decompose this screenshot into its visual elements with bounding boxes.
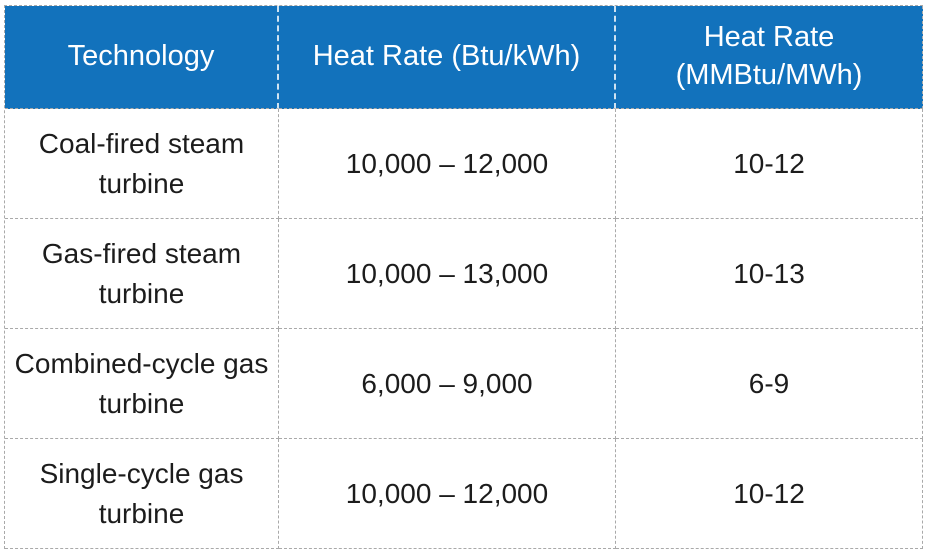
cell-technology: Single-cycle gas turbine — [5, 439, 279, 549]
table-body: Coal-fired steam turbine 10,000 – 12,000… — [5, 109, 923, 549]
cell-heat-rate-btu-kwh: 10,000 – 13,000 — [279, 219, 616, 329]
col-header-heat-rate-btu-kwh: Heat Rate (Btu/kWh) — [279, 6, 616, 109]
header-row: Technology Heat Rate (Btu/kWh) Heat Rate… — [5, 6, 923, 109]
table-row: Single-cycle gas turbine 10,000 – 12,000… — [5, 439, 923, 549]
cell-heat-rate-btu-kwh: 6,000 – 9,000 — [279, 329, 616, 439]
cell-heat-rate-mmbtu-mwh: 10-13 — [616, 219, 923, 329]
table-header: Technology Heat Rate (Btu/kWh) Heat Rate… — [5, 6, 923, 109]
cell-heat-rate-mmbtu-mwh: 6-9 — [616, 329, 923, 439]
table-row: Gas-fired steam turbine 10,000 – 13,000 … — [5, 219, 923, 329]
col-header-heat-rate-mmbtu-mwh: Heat Rate (MMBtu/MWh) — [616, 6, 923, 109]
cell-heat-rate-btu-kwh: 10,000 – 12,000 — [279, 439, 616, 549]
cell-heat-rate-mmbtu-mwh: 10-12 — [616, 109, 923, 219]
cell-technology: Combined-cycle gas turbine — [5, 329, 279, 439]
cell-heat-rate-mmbtu-mwh: 10-12 — [616, 439, 923, 549]
table-row: Coal-fired steam turbine 10,000 – 12,000… — [5, 109, 923, 219]
cell-technology: Coal-fired steam turbine — [5, 109, 279, 219]
col-header-technology: Technology — [5, 6, 279, 109]
cell-technology: Gas-fired steam turbine — [5, 219, 279, 329]
heat-rate-table: Technology Heat Rate (Btu/kWh) Heat Rate… — [4, 5, 923, 549]
cell-heat-rate-btu-kwh: 10,000 – 12,000 — [279, 109, 616, 219]
table-row: Combined-cycle gas turbine 6,000 – 9,000… — [5, 329, 923, 439]
